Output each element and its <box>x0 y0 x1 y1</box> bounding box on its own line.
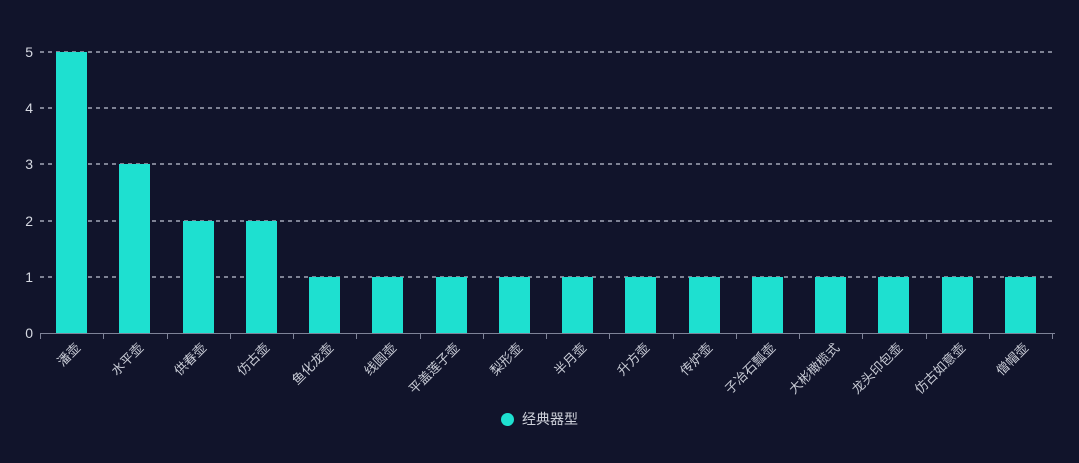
x-axis-category-label: 僧帽壶 <box>993 340 1032 379</box>
y-axis-tick-label: 0 <box>25 325 33 341</box>
x-axis-category-label: 仿古如意壶 <box>911 340 969 397</box>
x-axis-category-label: 传炉壶 <box>677 340 716 379</box>
x-axis-category-label: 潘壶 <box>53 340 83 370</box>
x-axis-tick <box>356 334 357 339</box>
x-axis-tick <box>167 334 168 339</box>
bar[interactable] <box>56 52 87 333</box>
bar[interactable] <box>436 277 467 333</box>
x-axis-tick <box>103 334 104 339</box>
x-axis-tick <box>40 334 41 339</box>
legend-label: 经典器型 <box>522 411 578 427</box>
y-axis-tick-label: 5 <box>25 44 33 60</box>
gridline <box>40 51 1055 53</box>
bar[interactable] <box>942 277 973 333</box>
x-axis-tick <box>862 334 863 339</box>
x-axis-tick <box>546 334 547 339</box>
bar[interactable] <box>625 277 656 333</box>
x-axis-line <box>40 333 1055 334</box>
bar[interactable] <box>499 277 530 333</box>
gridline <box>40 163 1055 166</box>
y-axis-tick-label: 1 <box>25 268 33 285</box>
bar[interactable] <box>562 277 593 333</box>
legend-marker-icon <box>501 412 514 426</box>
x-axis-tick <box>293 334 294 339</box>
bar[interactable] <box>752 277 783 333</box>
x-axis-category-label: 平盖莲子壶 <box>405 340 463 397</box>
x-axis-category-label: 水平壶 <box>107 340 147 379</box>
x-axis-tick <box>1052 334 1053 339</box>
bar[interactable] <box>878 277 909 333</box>
x-axis-category-label: 升方壶 <box>613 340 653 379</box>
x-axis-tick <box>420 334 421 339</box>
gridline <box>40 107 1055 110</box>
x-axis-tick <box>736 334 737 339</box>
x-axis-category-label: 大彬橄榄式 <box>785 340 842 397</box>
gridline <box>40 219 1055 222</box>
x-axis-tick <box>483 334 484 339</box>
bar[interactable] <box>119 164 150 333</box>
y-axis-tick-label: 4 <box>25 100 33 117</box>
x-axis-category-label: 半月壶 <box>550 340 589 379</box>
bar[interactable] <box>372 277 403 333</box>
x-axis-category-label: 子冶石瓢壶 <box>722 340 779 397</box>
bar[interactable] <box>309 277 340 333</box>
bar[interactable] <box>815 277 846 333</box>
bar[interactable] <box>689 277 720 333</box>
y-axis-tick-label: 2 <box>25 212 33 229</box>
x-axis-tick <box>609 334 610 339</box>
x-axis-category-label: 梨形壶 <box>487 340 526 379</box>
x-axis-tick <box>673 334 674 339</box>
x-axis-category-label: 龙头印包壶 <box>848 340 906 397</box>
gridline <box>40 275 1055 278</box>
x-axis-category-label: 供春壶 <box>171 340 210 379</box>
x-axis-tick <box>989 334 990 339</box>
x-axis-tick <box>926 334 927 339</box>
x-axis-category-label: 线圆壶 <box>360 340 400 379</box>
x-axis-tick <box>230 334 231 339</box>
x-axis-tick <box>799 334 800 339</box>
y-axis-tick-label: 3 <box>25 156 33 173</box>
bar[interactable] <box>1005 277 1036 333</box>
x-axis-category-label: 仿古壶 <box>234 340 273 379</box>
legend-item[interactable]: 经典器型 <box>0 409 1079 429</box>
bar[interactable] <box>246 221 277 333</box>
x-axis-category-label: 鱼化龙壶 <box>288 340 336 388</box>
bar[interactable] <box>183 221 214 333</box>
